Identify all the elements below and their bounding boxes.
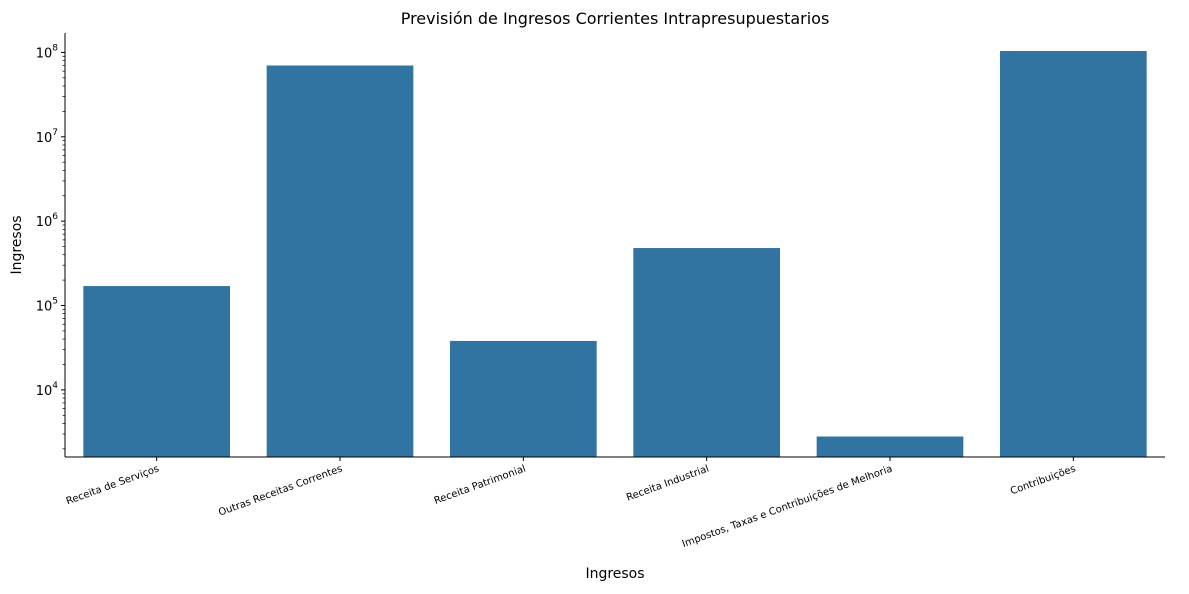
bar	[816, 436, 964, 457]
y-tick-label: 108	[36, 43, 59, 61]
x-tick-label: Impostos, Taxas e Contribuições de Melho…	[681, 463, 894, 550]
y-axis-label: Ingresos	[9, 215, 25, 274]
bar	[633, 248, 780, 457]
y-tick-exponent: 7	[52, 128, 58, 138]
y-tick-exponent: 5	[52, 297, 58, 307]
x-tick-label: Receita Patrimonial	[433, 463, 528, 506]
y-tick-base: 10	[36, 131, 53, 146]
bar	[83, 286, 230, 457]
y-tick-label: 105	[36, 297, 58, 315]
bar	[1000, 51, 1147, 457]
y-tick-base: 10	[36, 384, 53, 399]
bar	[266, 65, 414, 457]
y-tick-base: 10	[36, 46, 53, 61]
y-tick-exponent: 4	[52, 381, 58, 391]
x-axis-label: Ingresos	[585, 566, 644, 582]
y-tick-label: 106	[36, 212, 59, 230]
bars-layer	[83, 51, 1147, 457]
y-tick-label: 104	[36, 381, 59, 399]
y-tick-label: 107	[36, 128, 58, 146]
y-tick-base: 10	[36, 300, 53, 315]
x-tick-label: Contribuições	[1009, 463, 1077, 497]
y-tick-base: 10	[36, 215, 53, 230]
x-tick-label: Outras Receitas Correntes	[217, 463, 344, 518]
bar	[450, 340, 597, 457]
x-axis-ticks: Receita de Serviços Outras Receitas Corre…	[65, 457, 1077, 550]
x-tick-label: Receita Industrial	[625, 463, 711, 503]
y-tick-exponent: 6	[52, 212, 58, 222]
chart-title: Previsión de Ingresos Corrientes Intrapr…	[401, 9, 830, 28]
x-tick-label: Receita de Serviços	[65, 463, 161, 507]
y-tick-exponent: 8	[52, 43, 58, 53]
